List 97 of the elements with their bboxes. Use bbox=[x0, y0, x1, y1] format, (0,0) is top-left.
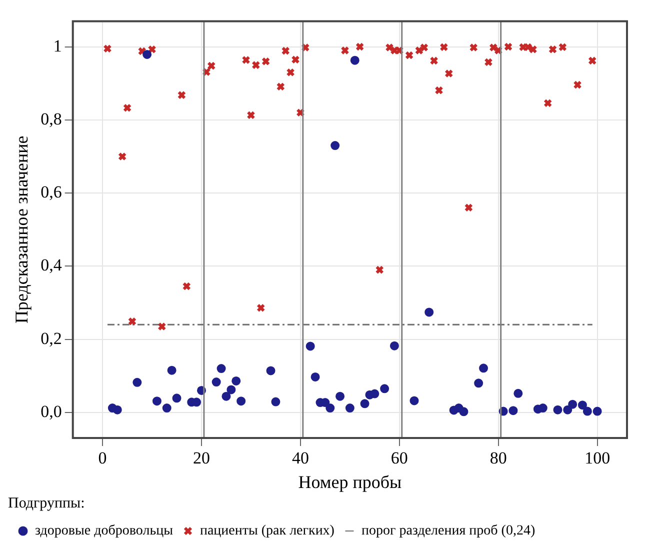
y-axis-title: Предсказанное значение bbox=[12, 136, 32, 324]
point bbox=[380, 384, 390, 394]
point bbox=[212, 378, 221, 387]
point bbox=[266, 366, 276, 376]
point bbox=[508, 406, 518, 416]
point bbox=[484, 58, 493, 66]
y-tick-label: 0,2 bbox=[40, 328, 62, 348]
point bbox=[122, 104, 132, 112]
point bbox=[271, 397, 280, 406]
point bbox=[553, 405, 562, 414]
point bbox=[158, 322, 166, 331]
point bbox=[152, 396, 162, 406]
point bbox=[182, 282, 191, 291]
point bbox=[222, 392, 231, 401]
point bbox=[286, 68, 295, 77]
legend-label: пациенты (рак легких) bbox=[200, 524, 335, 539]
point bbox=[355, 42, 364, 52]
point bbox=[404, 50, 414, 60]
point bbox=[261, 57, 270, 66]
point bbox=[256, 304, 266, 312]
point bbox=[573, 80, 582, 90]
point bbox=[464, 203, 473, 212]
y-tick-label: 0,0 bbox=[40, 402, 62, 421]
point bbox=[420, 43, 428, 52]
point bbox=[172, 394, 182, 403]
point bbox=[310, 372, 320, 382]
point bbox=[528, 45, 538, 54]
point bbox=[424, 308, 434, 317]
point bbox=[128, 317, 137, 326]
point bbox=[440, 42, 448, 52]
legend-title: Подгруппы: bbox=[8, 495, 85, 512]
point bbox=[568, 400, 578, 409]
x-axis-title: Номер пробы bbox=[298, 472, 402, 492]
point bbox=[558, 42, 568, 52]
point bbox=[177, 90, 186, 100]
point bbox=[390, 341, 399, 350]
point bbox=[226, 385, 236, 394]
point bbox=[132, 378, 142, 387]
x-tick-label: 100 bbox=[584, 448, 610, 468]
point bbox=[375, 265, 384, 274]
point bbox=[232, 376, 241, 386]
point bbox=[582, 406, 592, 416]
legend-label: здоровые добровольцы bbox=[35, 524, 174, 539]
point bbox=[118, 152, 127, 161]
point bbox=[563, 405, 572, 414]
point bbox=[548, 45, 558, 54]
point bbox=[216, 364, 226, 374]
point bbox=[336, 392, 345, 401]
point bbox=[236, 396, 246, 406]
point bbox=[276, 82, 285, 91]
point bbox=[544, 98, 552, 108]
point bbox=[252, 60, 260, 70]
point bbox=[588, 56, 597, 66]
x-tick-label: 40 bbox=[292, 448, 309, 468]
x-tick-label: 20 bbox=[192, 448, 210, 468]
point bbox=[167, 366, 176, 375]
point bbox=[142, 50, 152, 59]
point bbox=[430, 56, 438, 66]
point bbox=[414, 46, 424, 55]
point bbox=[242, 56, 250, 64]
point bbox=[103, 44, 112, 53]
point bbox=[474, 378, 484, 388]
point bbox=[350, 56, 360, 65]
point bbox=[385, 43, 394, 52]
point bbox=[459, 407, 468, 416]
point bbox=[370, 389, 380, 398]
point bbox=[479, 364, 488, 373]
point bbox=[345, 404, 354, 413]
y-tick-label: 1 bbox=[53, 36, 62, 56]
y-tick-label: 0,8 bbox=[40, 109, 62, 128]
legend-label: порог разделения проб (0,24) bbox=[361, 524, 536, 539]
point bbox=[112, 405, 122, 414]
point bbox=[281, 46, 290, 56]
point bbox=[514, 388, 523, 398]
y-tick-label: 0,6 bbox=[40, 182, 62, 202]
y-tick-label: 0,4 bbox=[40, 256, 62, 275]
x-tick-label: 80 bbox=[490, 448, 507, 468]
point bbox=[592, 406, 602, 416]
point bbox=[469, 43, 478, 52]
point bbox=[504, 42, 513, 52]
point bbox=[489, 43, 498, 52]
point bbox=[306, 342, 315, 351]
point bbox=[578, 400, 587, 410]
point bbox=[444, 69, 454, 78]
point bbox=[340, 46, 350, 55]
x-tick-label: 0 bbox=[98, 448, 107, 468]
point bbox=[410, 396, 419, 406]
point bbox=[360, 399, 370, 408]
point bbox=[330, 141, 340, 150]
point bbox=[138, 46, 146, 56]
point bbox=[148, 45, 156, 54]
point bbox=[326, 404, 335, 413]
point bbox=[291, 55, 300, 64]
x-tick-label: 60 bbox=[390, 448, 408, 468]
point bbox=[246, 110, 256, 120]
point bbox=[162, 404, 172, 413]
point bbox=[434, 86, 444, 95]
